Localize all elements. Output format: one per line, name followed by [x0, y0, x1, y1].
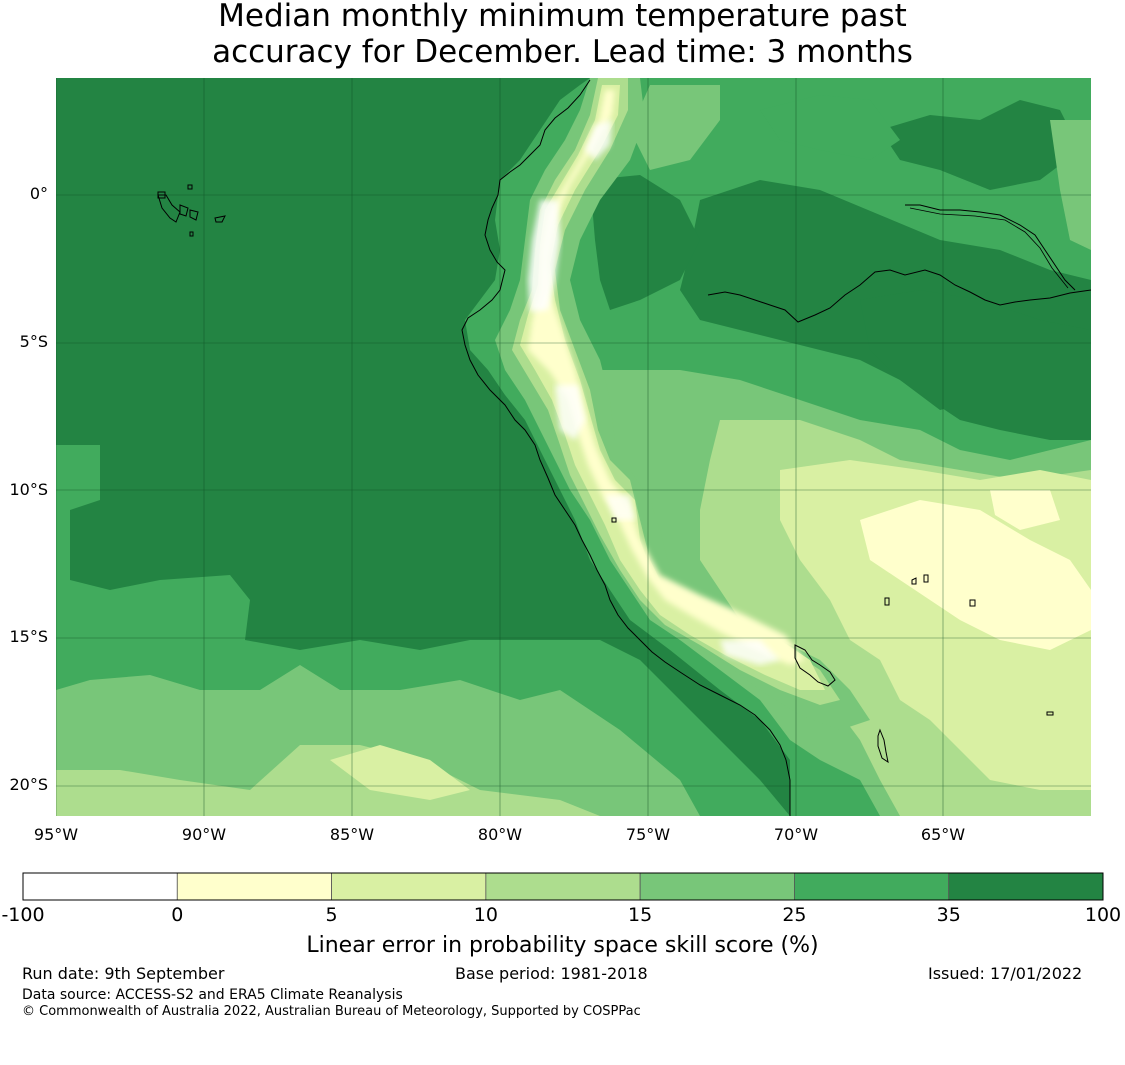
river-amazon: [707, 269, 1091, 323]
andes-faint-band: [520, 85, 825, 690]
lon-label: 90°W: [181, 825, 227, 844]
lon-label: 65°W: [920, 825, 966, 844]
colorbar-swatch: [639, 872, 795, 901]
colorbar-swatch: [948, 872, 1104, 901]
small-lakes: [611, 517, 1054, 716]
run-date: Run date: 9th September: [22, 964, 225, 983]
issued-date: Issued: 17/01/2022: [928, 964, 1083, 983]
colorbar-tick-label: 0: [171, 904, 184, 926]
andes-white-core-4: [720, 640, 780, 665]
amazon-medium-region: [760, 95, 900, 160]
south-ocean-pale-region: [56, 745, 600, 816]
colorbar-tick-label: -100: [1, 904, 45, 926]
lat-label: 0°: [29, 184, 48, 203]
gridlines: [56, 78, 1091, 816]
colorbar-outline: [22, 872, 1104, 901]
lat-label: 15°S: [9, 627, 48, 646]
river-negro-bank: [909, 207, 1069, 289]
amazon-light-region-2: [1050, 120, 1091, 250]
map-title-line-2: accuracy for December. Lead time: 3 mont…: [212, 34, 913, 70]
lon-label: 80°W: [477, 825, 523, 844]
map-frame: [56, 78, 1091, 816]
colorbar-tick-label: 5: [325, 904, 338, 926]
galapagos-islands: [157, 184, 226, 237]
south-ocean-light-region: [56, 665, 700, 816]
lake-poopo: [877, 728, 889, 764]
amazon-dark-region-2: [590, 175, 700, 310]
lon-label: 85°W: [329, 825, 375, 844]
andes-white-core-3: [555, 385, 585, 440]
amazon-dark-region-3: [880, 100, 1080, 190]
lon-label: 75°W: [625, 825, 671, 844]
copyright: © Commonwealth of Australia 2022, Austra…: [22, 1004, 641, 1019]
andes-white-core-5: [605, 495, 635, 520]
map-title-line-1: Median monthly minimum temperature past: [218, 0, 907, 34]
lake-titicaca: [794, 644, 836, 687]
south-land-cream-region: [860, 500, 1091, 650]
data-source: Data source: ACCESS-S2 and ERA5 Climate …: [22, 987, 403, 1003]
coastline: [461, 79, 791, 816]
lon-label: 95°W: [33, 825, 79, 844]
andes-white-core-1: [528, 200, 560, 312]
colorbar: [22, 872, 1104, 901]
colorbar-title: Linear error in probability space skill …: [306, 933, 819, 958]
colorbar-tick-label: 10: [473, 904, 498, 926]
colorbar-tick-label: 25: [782, 904, 807, 926]
colorbar-swatch: [794, 872, 950, 901]
amazon-light-region: [630, 85, 720, 170]
colorbar-swatch: [176, 872, 332, 901]
lat-label: 5°S: [19, 332, 48, 351]
amazon-dark-region-4: [860, 290, 1091, 440]
base-period: Base period: 1981-2018: [455, 964, 648, 983]
lat-label: 10°S: [9, 480, 48, 499]
lon-label: 70°W: [773, 825, 819, 844]
colorbar-tick-label: 35: [936, 904, 961, 926]
colorbar-swatch: [485, 872, 641, 901]
lat-label: 20°S: [9, 775, 48, 794]
colorbar-tick-label: 100: [1084, 904, 1122, 926]
colorbar-tick-label: 15: [628, 904, 653, 926]
colorbar-swatch: [331, 872, 487, 901]
south-land-cream-region-2: [990, 490, 1060, 530]
colorbar-swatch: [22, 872, 178, 901]
andes-white-core-2: [585, 120, 612, 160]
river-negro: [905, 204, 1076, 291]
